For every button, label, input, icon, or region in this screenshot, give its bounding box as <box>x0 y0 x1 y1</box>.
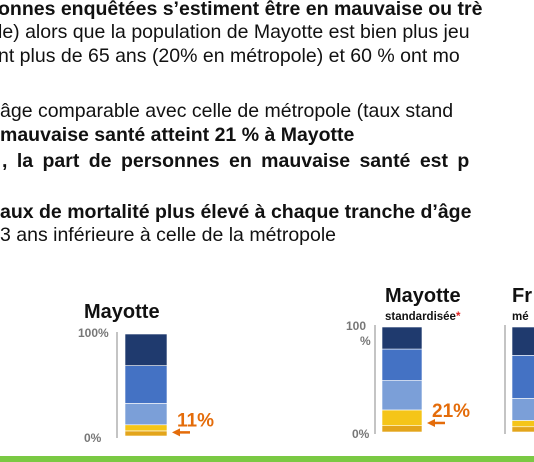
y-tick-label-bottom: 0% <box>352 427 370 441</box>
text-line-2: le) alors que la population de Mayotte e… <box>0 21 470 43</box>
chart-title: Mayotte <box>385 285 461 307</box>
y-tick-label-top: % <box>360 334 371 348</box>
chart-subtitle: mé <box>512 311 529 323</box>
y-tick-label-top: 100 <box>346 319 366 333</box>
chart-subtitle: standardisée* <box>385 311 461 323</box>
annotation-label: 11% <box>177 410 214 431</box>
text-line-5: mauvaise santé atteint 21 % à Mayotte <box>0 124 355 146</box>
y-tick-label-top: 100% <box>78 326 109 340</box>
annotation-arrow-head <box>172 428 180 437</box>
bar-segment <box>124 333 168 366</box>
text-line-3: nt plus de 65 ans (20% en métropole) et … <box>0 45 460 67</box>
subtitle-asterisk: * <box>456 311 461 323</box>
text-line-4: âge comparable avec celle de métropole (… <box>0 100 454 122</box>
bar-segment <box>511 398 534 421</box>
bar-segment <box>124 424 168 432</box>
bar-segment <box>124 403 168 426</box>
bar-segment <box>381 380 423 411</box>
annotation-arrow-head <box>427 418 435 427</box>
bar-segment <box>381 348 423 381</box>
bar-segment <box>381 409 423 426</box>
y-tick-label-bottom: 0% <box>84 431 102 445</box>
bar-segment <box>381 326 423 350</box>
text-line-7: aux de mortalité plus élevé à chaque tra… <box>0 201 472 223</box>
text-line-8: 3 ans inférieure à celle de la métropole <box>0 224 337 246</box>
bar-segment <box>124 365 168 404</box>
bar-segment <box>124 430 168 437</box>
text-line-1: onnes enquêtées s’estiment être en mauva… <box>0 0 483 20</box>
bar-segment <box>511 420 534 428</box>
bar-segment <box>511 326 534 356</box>
chart-title: Fr <box>512 285 532 307</box>
chart-title: Mayotte <box>84 301 160 323</box>
bar-segment <box>511 355 534 399</box>
stacked-bar-charts: Mayotte 100% 0% 11% Mayotte standardisée* 100%… <box>78 285 534 445</box>
bar-segment <box>511 426 534 433</box>
annotation-label: 21% <box>432 401 470 422</box>
text-line-6: , la part de personnes en mauvaise santé… <box>2 150 470 172</box>
bar-segment <box>381 425 423 433</box>
bottom-divider <box>0 456 534 462</box>
